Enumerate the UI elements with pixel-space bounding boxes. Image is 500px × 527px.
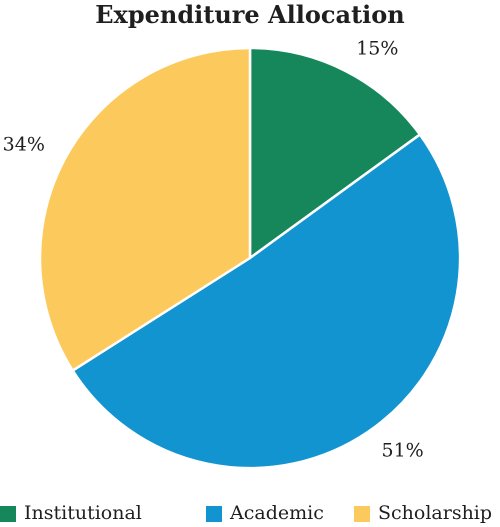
legend-label-scholarship: Scholarship [378, 502, 492, 524]
legend-item-institutional: Institutional [0, 502, 142, 524]
legend-item-academic: Academic [206, 502, 324, 524]
pie-slice-institutional [248, 46, 422, 260]
pie-slice-scholarship [38, 46, 252, 372]
pie-slices [38, 46, 462, 470]
chart-title: Expenditure Allocation [95, 0, 405, 29]
legend-swatch-institutional [0, 506, 16, 522]
slice-label-institutional: 15% [356, 38, 398, 60]
slice-labels: 15% 51% 34% [3, 38, 424, 462]
pie-slice-academic [71, 133, 462, 470]
legend: Institutional Academic Scholarship [0, 502, 492, 524]
slice-label-academic: 51% [382, 440, 424, 462]
legend-label-institutional: Institutional [24, 502, 142, 524]
legend-label-academic: Academic [229, 502, 324, 524]
slice-label-scholarship: 34% [3, 133, 45, 155]
legend-item-scholarship: Scholarship [354, 502, 492, 524]
legend-swatch-academic [206, 506, 222, 522]
legend-swatch-scholarship [354, 506, 370, 522]
